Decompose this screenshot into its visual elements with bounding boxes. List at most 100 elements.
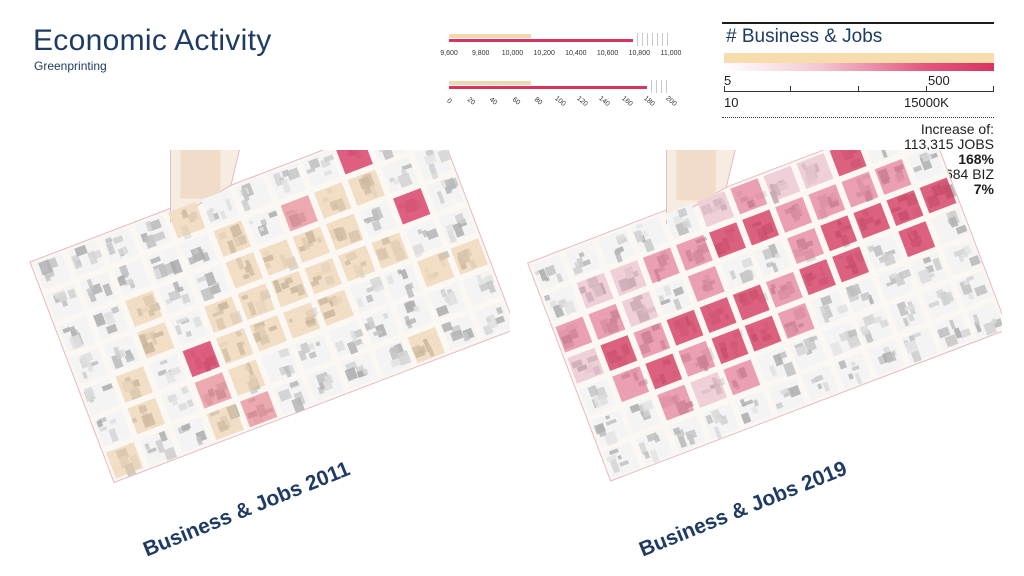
map-block: [907, 150, 945, 183]
biz-bar-track: [449, 80, 671, 93]
scale-tick-label: 40: [488, 96, 499, 107]
map-block-activity: [206, 403, 244, 441]
biz-increase-pct: 7%: [973, 181, 994, 197]
map-block-activity: [765, 271, 803, 308]
map-block-activity: [763, 165, 801, 202]
jobs-increase: 113,315 JOBS: [903, 136, 994, 152]
increase-label: Increase of:: [920, 121, 994, 137]
map-block: [756, 346, 797, 383]
map-block: [201, 189, 239, 226]
map-block: [730, 178, 768, 215]
map-block: [855, 308, 893, 345]
map-block-activity: [600, 335, 638, 371]
map-block-activity: [228, 359, 266, 396]
map-block: [699, 297, 737, 334]
map-block-activity: [832, 246, 869, 283]
map-block: [820, 215, 858, 252]
map-block-activity: [730, 178, 768, 215]
map-block: [744, 315, 782, 352]
scale-tick-label: 10,800: [628, 50, 650, 57]
map-2019: [527, 150, 1002, 482]
map-block: [877, 264, 914, 301]
map-block: [161, 385, 199, 422]
map-block: [103, 334, 141, 372]
map-block: [754, 240, 791, 277]
map-block: [922, 283, 959, 320]
map-block: [621, 291, 659, 328]
map-block: [955, 270, 993, 307]
map-block: [789, 334, 827, 370]
map-block: [280, 195, 318, 232]
map-block-activity: [678, 340, 716, 377]
map-annex-hatch: [180, 150, 221, 199]
map-block: [268, 163, 306, 200]
map-block: [393, 188, 431, 225]
map-block-activity: [687, 265, 725, 302]
map-block-activity: [841, 171, 879, 208]
legend-title: # Business & Jobs: [726, 26, 883, 47]
map-block: [336, 150, 373, 175]
map-block: [450, 238, 488, 275]
map-block-activity: [808, 184, 846, 221]
map-block-activity: [407, 326, 445, 364]
map-block-activity: [777, 302, 815, 339]
scale-tick-label: 20: [465, 96, 477, 107]
scale-tick-label: 200: [664, 95, 678, 108]
scale-tick-label: 9,600: [440, 50, 458, 57]
map-block: [635, 428, 673, 465]
map-block: [283, 302, 321, 339]
map-block-activity: [347, 169, 385, 206]
map-block-activity: [168, 201, 206, 239]
map-block: [531, 254, 569, 291]
map-block: [82, 379, 120, 416]
map-block-activity: [666, 309, 704, 346]
scale-tick-label: 120: [575, 95, 589, 108]
map-block-activity: [106, 442, 144, 479]
legend-2011-swatch: [724, 53, 994, 63]
map-block: [829, 150, 867, 177]
map-block: [597, 229, 635, 265]
map-block-activity: [796, 153, 834, 190]
map-block-activity: [259, 239, 297, 276]
map-block: [642, 247, 680, 284]
map-block-activity: [732, 284, 770, 321]
map-block: [624, 397, 661, 434]
jobs-increase-pct: 168%: [958, 151, 994, 167]
map-block: [137, 322, 175, 359]
map-block: [316, 289, 354, 326]
map-block-activity: [316, 289, 354, 326]
biz-increase: 684 BIZ: [944, 166, 994, 182]
scale-tick-label: 140: [597, 95, 612, 108]
map-block: [690, 372, 728, 408]
map-block-activity: [249, 315, 287, 352]
map-block: [633, 322, 671, 359]
map-block: [347, 169, 385, 206]
map-block: [134, 214, 172, 252]
map-block: [271, 270, 309, 308]
map-block: [709, 222, 746, 259]
map-block: [898, 221, 936, 258]
map-block: [543, 285, 581, 322]
map-block-activity: [292, 226, 330, 263]
map-block: [853, 202, 891, 239]
page-title: Economic Activity: [33, 24, 272, 57]
map-block-activity: [213, 220, 251, 258]
map-block-activity: [304, 258, 342, 295]
map-block: [590, 409, 628, 447]
map-annex-hatch: [676, 150, 716, 201]
map-block: [910, 252, 948, 289]
scale-tick-label: 0: [445, 97, 453, 106]
scale-tick-label: 11,000: [660, 50, 682, 57]
map-block: [801, 365, 839, 402]
map-block: [742, 209, 780, 246]
legend-scale-line: [724, 91, 994, 92]
map-block: [249, 315, 287, 352]
map-block: [919, 177, 957, 214]
map-block: [307, 365, 345, 402]
map-block: [216, 327, 254, 365]
biz-bar-2019: [449, 86, 647, 89]
map-block: [723, 359, 761, 396]
map-block-activity: [127, 397, 165, 435]
map-block: [645, 353, 683, 390]
map-block-activity: [645, 353, 683, 390]
